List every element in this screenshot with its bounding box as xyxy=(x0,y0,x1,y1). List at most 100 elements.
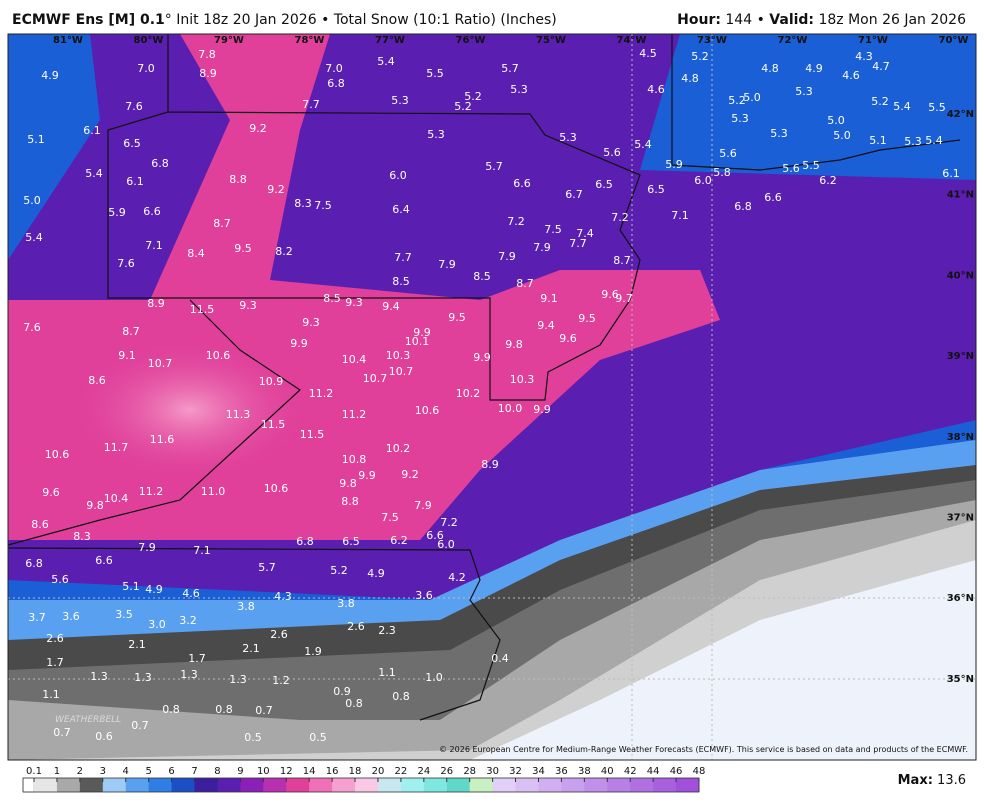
snow-value: 5.1 xyxy=(27,133,45,146)
valid-time: Hour: 144 • Valid: 18z Mon 26 Jan 2026 xyxy=(677,12,966,28)
snow-value: 7.9 xyxy=(438,258,456,271)
colorbar-tick-label: 14 xyxy=(303,766,316,777)
snow-value: 9.9 xyxy=(358,469,376,482)
longitude-label: 71°W xyxy=(858,35,888,46)
snow-value: 11.7 xyxy=(104,441,129,454)
max-label: Max: xyxy=(898,773,933,788)
hour-label: Hour: xyxy=(677,12,721,28)
snow-value: 10.7 xyxy=(148,357,173,370)
snow-value: 9.9 xyxy=(290,337,308,350)
snow-value: 11.2 xyxy=(342,408,367,421)
snow-value: 5.4 xyxy=(925,134,943,147)
borders xyxy=(8,34,961,721)
snow-value: 6.2 xyxy=(819,174,837,187)
snow-value: 0.4 xyxy=(491,652,509,665)
map xyxy=(8,34,976,760)
snow-value: 9.6 xyxy=(601,288,619,301)
colorbar-tick-label: 10 xyxy=(257,766,270,777)
snow-value: 7.2 xyxy=(440,516,458,529)
colorbar-tick-label: 28 xyxy=(463,766,476,777)
snow-value: 5.3 xyxy=(770,127,788,140)
colorbar-tick-label: 9 xyxy=(237,766,243,777)
snow-value: 6.2 xyxy=(390,534,408,547)
snow-value: 10.6 xyxy=(45,448,70,461)
colorbar-swatch xyxy=(515,778,539,792)
snow-value: 0.8 xyxy=(345,697,363,710)
snow-value: 7.7 xyxy=(302,98,320,111)
snow-value: 5.3 xyxy=(559,131,577,144)
snow-value: 5.9 xyxy=(665,158,683,171)
snow-value: 5.7 xyxy=(258,561,276,574)
snow-value: 3.8 xyxy=(337,597,355,610)
snow-value: 5.2 xyxy=(691,50,709,63)
snow-value: 7.1 xyxy=(145,239,163,252)
snow-value: 6.1 xyxy=(942,167,960,180)
snow-value: 2.6 xyxy=(270,628,288,641)
snow-value: 5.6 xyxy=(719,147,737,160)
snow-value: 0.9 xyxy=(333,685,351,698)
snow-value: 0.5 xyxy=(244,731,262,744)
colorbar-swatch xyxy=(561,778,585,792)
snow-value: 1.1 xyxy=(42,688,60,701)
snow-value: 5.6 xyxy=(603,146,621,159)
colorbar-tick-label: 18 xyxy=(349,766,362,777)
snow-value: 11.0 xyxy=(201,485,226,498)
snow-value: 5.8 xyxy=(713,166,731,179)
snow-value: 1.9 xyxy=(304,645,322,658)
snow-value: 9.9 xyxy=(413,326,431,339)
longitude-label: 81°W xyxy=(53,35,83,46)
snow-value: 9.5 xyxy=(578,312,596,325)
snow-value: 4.3 xyxy=(274,590,292,603)
snow-value: 5.3 xyxy=(510,83,528,96)
snow-value: 5.0 xyxy=(743,91,761,104)
colorbar-tick-label: 42 xyxy=(624,766,637,777)
colorbar-swatch xyxy=(423,778,448,792)
colorbar-tick-label: 36 xyxy=(555,766,568,777)
snow-value: 0.5 xyxy=(309,731,327,744)
snow-value: 11.5 xyxy=(261,418,286,431)
snow-value: 1.2 xyxy=(272,674,290,687)
snow-value: 10.4 xyxy=(342,353,367,366)
snow-value: 5.5 xyxy=(928,101,946,114)
colorbar-swatch xyxy=(194,778,218,792)
snow-value: 5.4 xyxy=(634,138,652,151)
colorbar-tick-label: 8 xyxy=(214,766,220,777)
snow-value: 6.6 xyxy=(95,554,113,567)
snow-value: 4.6 xyxy=(182,587,200,600)
snow-value: 6.6 xyxy=(426,529,444,542)
snow-value: 6.6 xyxy=(143,205,161,218)
snow-value: 5.3 xyxy=(904,135,922,148)
snow-value: 4.9 xyxy=(145,583,163,596)
snow-value: 8.7 xyxy=(122,325,140,338)
snow-value: 1.1 xyxy=(378,666,396,679)
snow-value: 6.8 xyxy=(734,200,752,213)
colorbar-swatch xyxy=(538,778,562,792)
colorbar-tick-label: 5 xyxy=(145,766,151,777)
snow-value: 4.3 xyxy=(855,50,873,63)
snow-value: 7.0 xyxy=(137,62,155,75)
snow-value: 10.8 xyxy=(342,453,367,466)
snow-value: 11.6 xyxy=(150,433,175,446)
snow-value: 7.2 xyxy=(611,211,629,224)
colorbar-tick-label: 20 xyxy=(372,766,385,777)
snow-value: 5.3 xyxy=(795,85,813,98)
snow-value: 4.9 xyxy=(41,69,59,82)
colorbar-end xyxy=(22,777,35,793)
longitude-label: 77°W xyxy=(375,35,405,46)
snow-value: 8.8 xyxy=(341,495,359,508)
snow-value: 6.5 xyxy=(342,535,360,548)
snow-value: 7.9 xyxy=(138,541,156,554)
colorbar-swatch xyxy=(240,778,264,792)
snow-value: 6.0 xyxy=(389,169,407,182)
snow-value: 6.8 xyxy=(296,535,314,548)
colorbar-swatch xyxy=(171,778,196,792)
colorbar-tick-label: 0.1 xyxy=(26,766,42,777)
longitude-label: 73°W xyxy=(697,35,727,46)
snow-value: 6.0 xyxy=(694,174,712,187)
snow-value: 7.9 xyxy=(533,241,551,254)
snow-value: 0.7 xyxy=(255,704,273,717)
snow-value: 8.7 xyxy=(613,254,631,267)
snow-value: 7.6 xyxy=(117,257,135,270)
snow-value: 5.4 xyxy=(893,100,911,113)
snow-value: 9.3 xyxy=(302,316,320,329)
